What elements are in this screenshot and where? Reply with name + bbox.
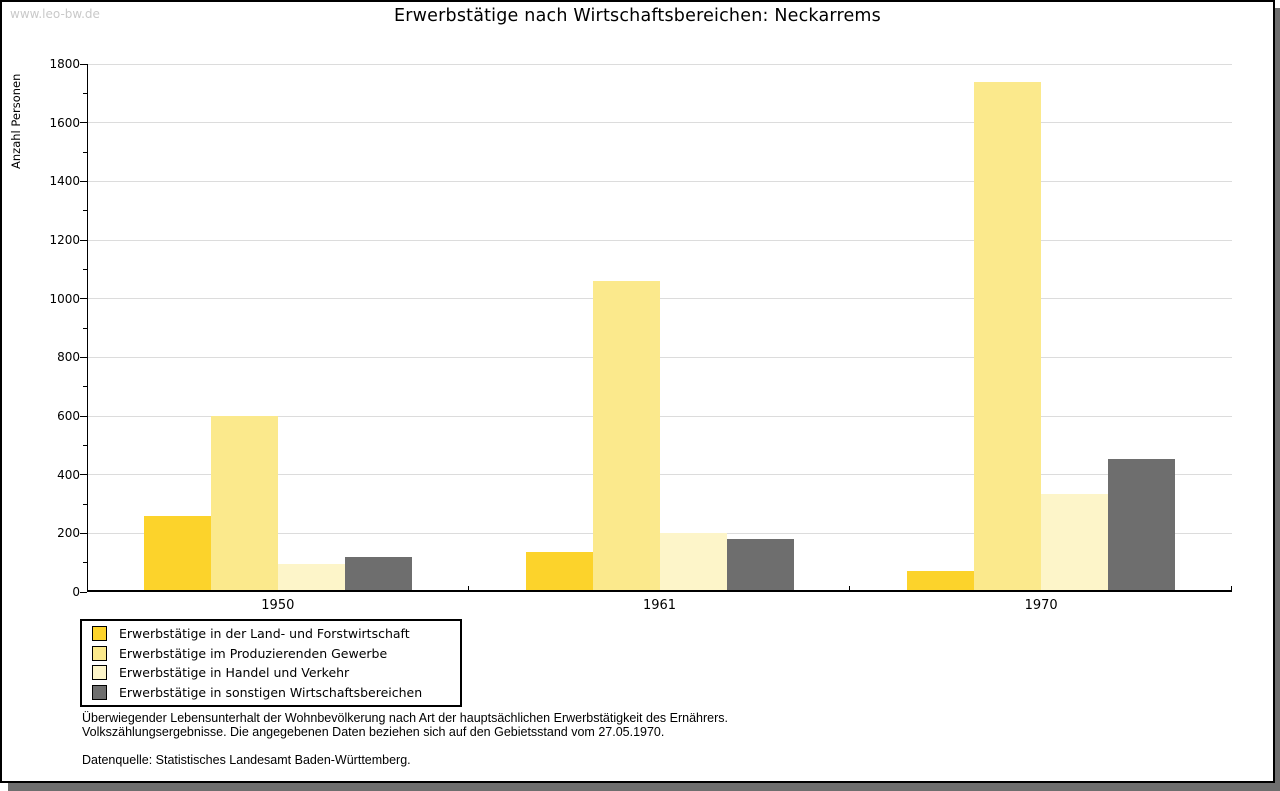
legend: Erwerbstätige in der Land- und Forstwirt… (80, 619, 462, 707)
bar (277, 564, 345, 592)
y-minor-tick (83, 386, 87, 388)
footnote-line-2: Volkszählungsergebnisse. Die angegebenen… (82, 724, 665, 739)
y-minor-tick (83, 92, 87, 94)
legend-label: Erwerbstätige in Handel und Verkehr (119, 665, 350, 681)
data-source: Datenquelle: Statistisches Landesamt Bad… (82, 753, 411, 767)
legend-rows: Erwerbstätige in der Land- und Forstwirt… (90, 624, 450, 702)
y-tick-label: 1000 (49, 291, 80, 306)
gridline (87, 122, 1232, 124)
y-major-tick (80, 63, 87, 65)
bar (974, 81, 1042, 592)
series-color-swatch (92, 645, 107, 661)
y-tick-label: 800 (57, 350, 80, 365)
y-major-tick (80, 415, 87, 417)
y-tick-label: 600 (57, 409, 80, 423)
bar (659, 533, 727, 592)
y-major-tick (80, 239, 87, 241)
y-tick-label: 400 (57, 467, 80, 482)
gridline (87, 63, 1232, 65)
y-major-tick (80, 474, 87, 476)
gridline (87, 298, 1232, 300)
gridline (87, 239, 1232, 241)
footnote-line-1: Überwiegender Lebensunterhalt der Wohnbe… (82, 711, 728, 725)
gridline (87, 474, 1232, 476)
y-axis-line (87, 64, 88, 592)
watermark: www.leo-bw.de (10, 7, 100, 21)
y-major-tick (80, 591, 87, 593)
y-minor-tick (83, 210, 87, 212)
legend-item: Erwerbstätige in der Land- und Forstwirt… (90, 624, 450, 644)
legend-item: Erwerbstätige im Produzierenden Gewerbe (90, 644, 450, 664)
y-major-tick (80, 122, 87, 124)
bar (592, 281, 660, 592)
y-tick-label: 200 (57, 526, 80, 541)
x-tick-label: 1950 (261, 598, 295, 613)
gridline (87, 415, 1232, 417)
y-minor-tick (83, 268, 87, 270)
x-tick-label: 1961 (642, 598, 677, 613)
bar (143, 515, 211, 592)
chart-title: Erwerbstätige nach Wirtschaftsbereichen:… (393, 6, 881, 26)
x-tick-label: 1970 (1024, 598, 1058, 613)
y-tick-label: 0 (72, 585, 80, 599)
bar (1108, 458, 1176, 592)
gridline (87, 356, 1232, 358)
legend-label: Erwerbstätige in sonstigen Wirtschaftsbe… (119, 684, 423, 700)
series-color-swatch (92, 665, 107, 681)
bar (344, 556, 412, 592)
x-axis-line (87, 590, 1232, 592)
series-color-swatch (92, 626, 107, 642)
y-minor-tick (83, 503, 87, 505)
bar (1041, 493, 1109, 592)
y-minor-tick (83, 327, 87, 329)
footnotes: Überwiegender Lebensunterhalt der Wohnbe… (82, 711, 728, 768)
plot-area: 0 200 400 600 800 1000 1200 1400 1600 1800 1950 196… (49, 57, 1232, 613)
legend-item: Erwerbstätige in Handel und Verkehr (90, 663, 450, 683)
bar (210, 416, 278, 592)
y-major-tick (80, 180, 87, 182)
legend-label: Erwerbstätige im Produzierenden Gewerbe (119, 645, 388, 661)
y-major-tick (80, 356, 87, 358)
y-minor-tick (83, 444, 87, 446)
y-tick-label: 1200 (49, 233, 80, 247)
y-tick-label: 1400 (49, 174, 80, 189)
bar (907, 571, 975, 592)
x-boundary-tick (849, 586, 851, 590)
y-axis-title: Anzahl Personen (9, 73, 23, 169)
bar (525, 552, 593, 592)
y-major-tick (80, 532, 87, 534)
x-boundary-tick (467, 586, 469, 590)
y-major-tick (80, 298, 87, 300)
legend-item: Erwerbstätige in sonstigen Wirtschaftsbe… (90, 683, 450, 703)
y-minor-tick (83, 562, 87, 564)
y-tick-label: 1600 (49, 115, 80, 130)
legend-label: Erwerbstätige in der Land- und Forstwirt… (119, 626, 410, 642)
y-minor-tick (83, 151, 87, 153)
x-boundary-tick (1231, 586, 1232, 590)
series-color-swatch (92, 684, 107, 700)
y-tick-label: 1800 (49, 57, 80, 71)
bar (726, 539, 794, 592)
gridline (87, 180, 1232, 182)
